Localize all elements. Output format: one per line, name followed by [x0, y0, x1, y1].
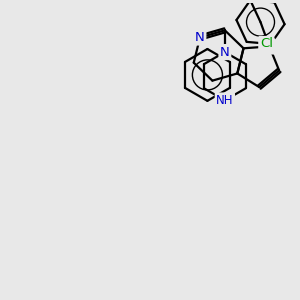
Text: Cl: Cl	[260, 38, 273, 50]
Text: N: N	[195, 31, 205, 44]
Text: NH: NH	[216, 94, 234, 107]
Text: N: N	[220, 46, 230, 59]
Text: N: N	[265, 40, 274, 53]
